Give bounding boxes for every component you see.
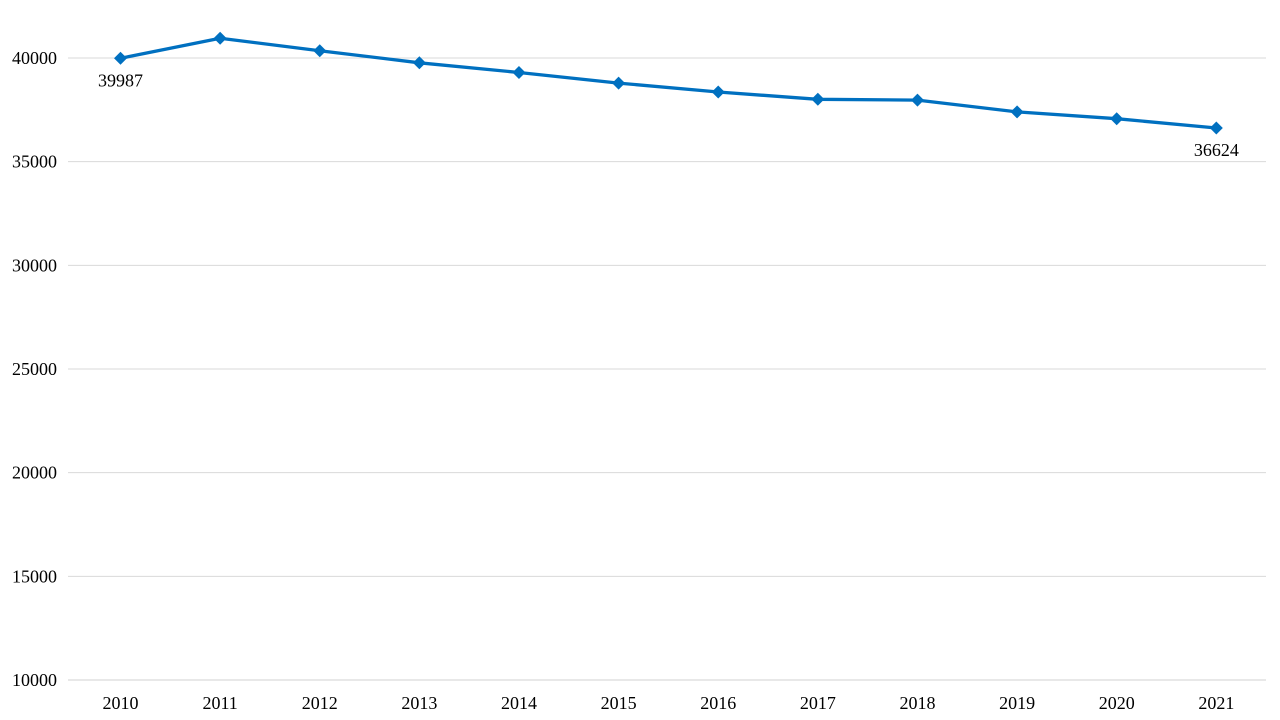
x-axis-tick-label: 2014 — [501, 693, 537, 713]
x-axis-tick-label: 2011 — [202, 693, 237, 713]
data-point-marker-2014 — [512, 66, 526, 80]
y-axis-tick-label: 20000 — [12, 463, 57, 483]
y-axis-tick-label: 35000 — [12, 152, 57, 172]
data-point-marker-2021 — [1209, 121, 1223, 135]
y-axis-tick-label: 10000 — [12, 670, 57, 690]
data-point-marker-2017 — [811, 92, 825, 106]
data-label-2021: 36624 — [1194, 140, 1239, 160]
y-axis-tick-label: 15000 — [12, 566, 57, 586]
data-series-line — [118, 36, 1218, 130]
x-axis-tick-label: 2018 — [899, 693, 935, 713]
data-point-marker-2011 — [213, 31, 227, 45]
data-point-marker-2015 — [612, 76, 626, 90]
x-axis-tick-label: 2016 — [700, 693, 736, 713]
x-axis-tick-label: 2021 — [1198, 693, 1234, 713]
x-axis-tick-label: 2019 — [999, 693, 1035, 713]
x-axis-tick-label: 2017 — [800, 693, 836, 713]
x-axis-tick-label: 2012 — [302, 693, 338, 713]
data-point-marker-2019 — [1010, 105, 1024, 119]
y-axis-tick-label: 25000 — [12, 359, 57, 379]
data-point-marker-2013 — [412, 56, 426, 70]
data-point-marker-2016 — [711, 85, 725, 99]
x-axis-tick-label: 2015 — [601, 693, 637, 713]
x-axis-tick-label: 2013 — [401, 693, 437, 713]
data-point-marker-2010 — [114, 51, 127, 65]
data-label-2010: 39987 — [98, 70, 143, 90]
y-axis-tick-label: 30000 — [12, 255, 57, 275]
data-point-marker-2018 — [910, 93, 924, 107]
data-point-marker-2012 — [313, 44, 327, 58]
y-axis-tick-label: 40000 — [12, 48, 57, 68]
x-axis-tick-label: 2020 — [1099, 693, 1135, 713]
data-point-marker-2020 — [1110, 112, 1124, 126]
x-axis-tick-label: 2010 — [103, 693, 139, 713]
